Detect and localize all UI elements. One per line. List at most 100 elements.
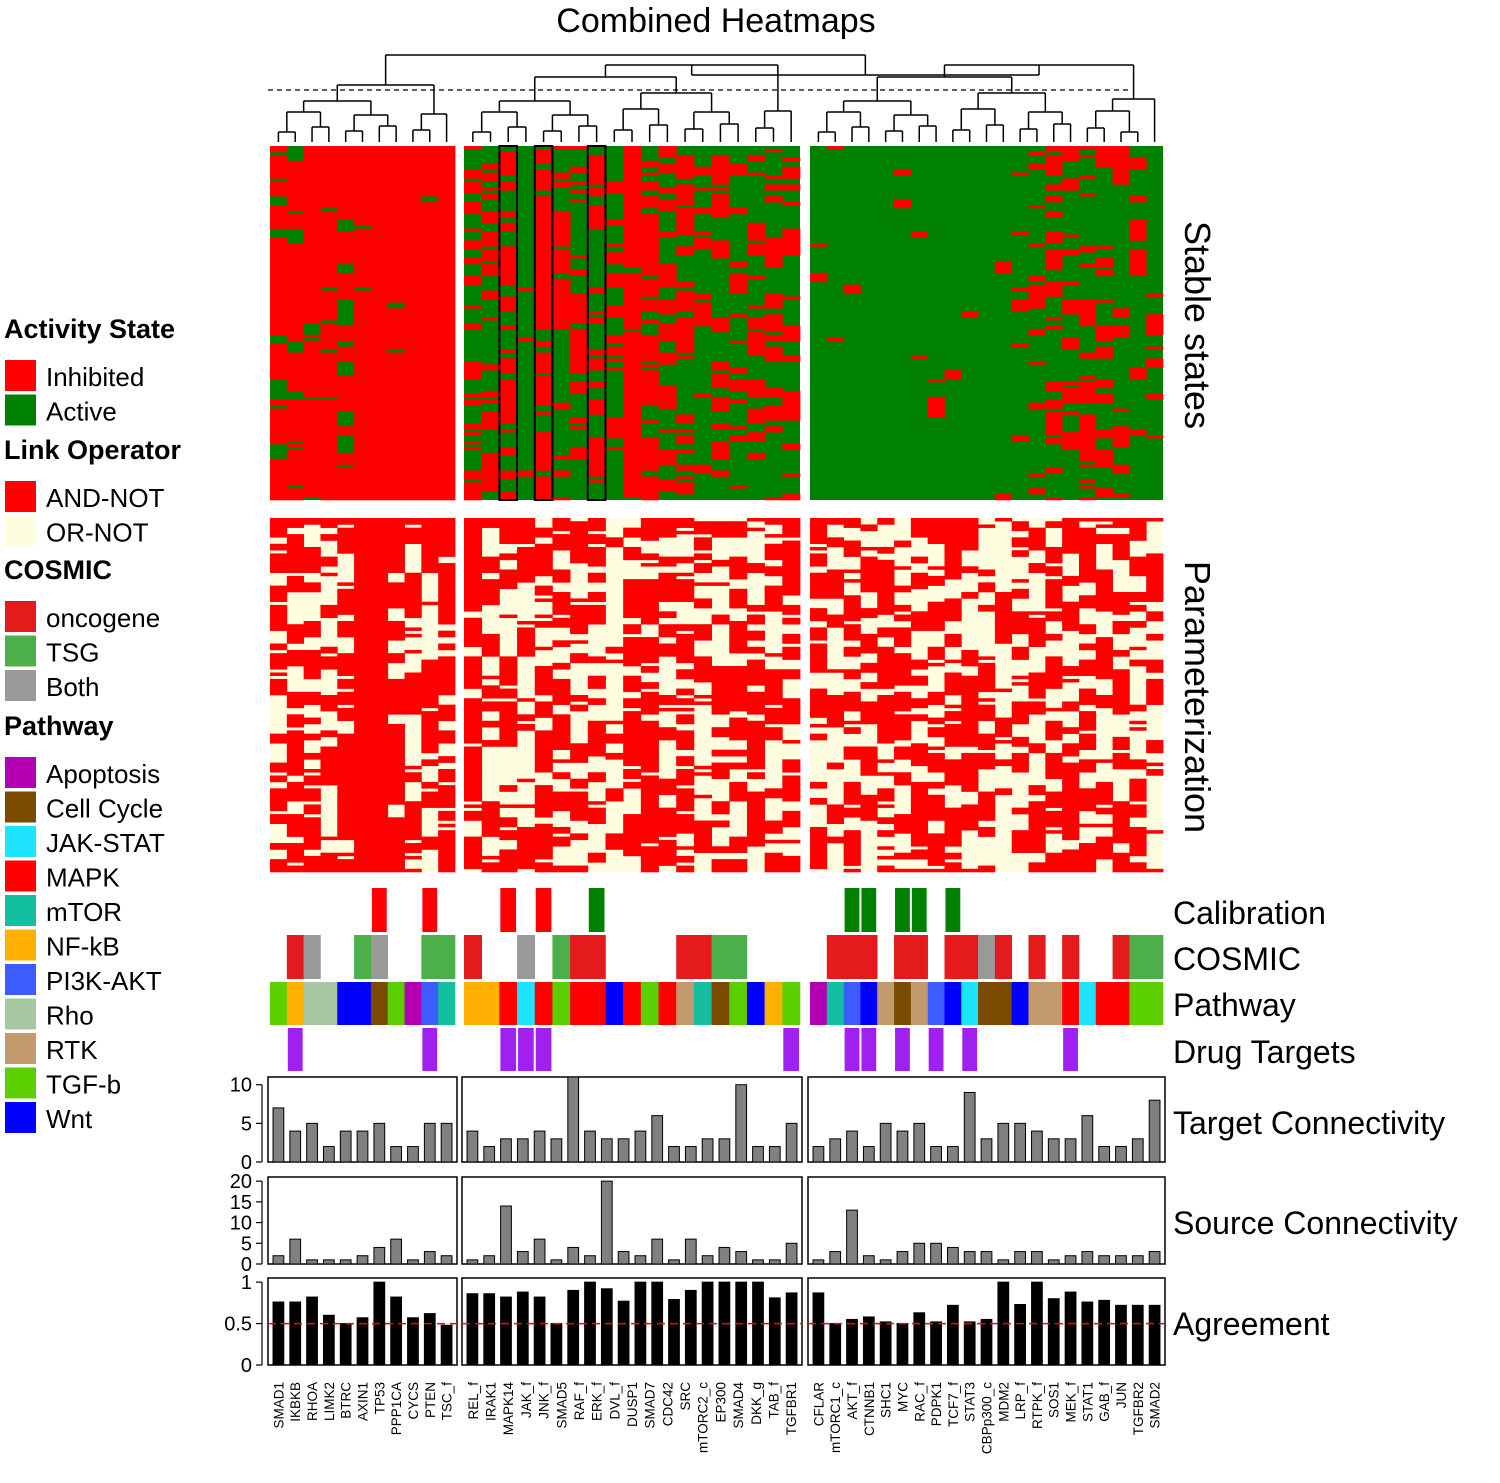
stable-state-cell [270, 287, 288, 294]
parameter-cell [729, 598, 748, 606]
source_connectivity-bar [980, 1251, 993, 1265]
parameter-cell [640, 740, 659, 744]
stable-state-cell [354, 187, 372, 206]
node-label: AKT_f [845, 1382, 860, 1420]
parameterization-heatmap [270, 518, 1164, 873]
stable-state-cell [387, 219, 405, 226]
stable-state-cell [404, 420, 422, 424]
parameter-cell [711, 762, 730, 767]
parameter-cell [1112, 865, 1130, 873]
target_connectivity-bar [356, 1130, 369, 1163]
legend-label: Wnt [46, 1104, 93, 1134]
stable-state-cell [354, 396, 372, 400]
parameter-cell [464, 794, 483, 799]
stable-state-cell [1078, 485, 1097, 489]
stable-state-cell [746, 452, 766, 459]
parameter-cell [1028, 785, 1046, 789]
parameter-cell [860, 527, 878, 532]
stable-state-cell [421, 411, 439, 415]
parameter-cell [438, 646, 456, 651]
parameter-cell [552, 772, 571, 779]
parameter-cell [286, 843, 305, 853]
parameter-cell [764, 592, 783, 612]
parameter-cell [729, 572, 748, 577]
stable-state-cell [387, 346, 405, 350]
parameter-cell [676, 865, 695, 873]
stable-state-cell [354, 243, 372, 247]
node-label: MYC [895, 1382, 910, 1412]
node-label: SOS1 [1047, 1382, 1062, 1418]
parameter-cell [517, 723, 536, 731]
stable-state-cell [605, 219, 624, 226]
stable-state-cell [534, 343, 553, 347]
parameter-cell [1146, 592, 1164, 599]
stable-state-cell [658, 199, 677, 212]
stable-state-cell [270, 399, 288, 403]
stable-state-cell [404, 196, 422, 200]
stable-state-cell [421, 328, 439, 339]
stable-state-cell [927, 396, 945, 418]
target_connectivity-bar [1098, 1146, 1111, 1163]
parameter-cell [286, 588, 305, 593]
stable-state-cell [303, 252, 321, 265]
parameter-cell [810, 546, 828, 551]
parameter-cell [910, 518, 929, 522]
stable-state-cell [764, 355, 783, 362]
parameter-cell [944, 518, 962, 522]
target_connectivity-bar [752, 1146, 764, 1163]
parameter-cell [286, 575, 305, 580]
stable-state-cell [640, 305, 659, 312]
parameter-cell [1078, 727, 1097, 731]
parameter-cell [387, 678, 405, 689]
parameter-cell [464, 836, 483, 841]
stable-state-cell [404, 264, 422, 268]
parameter-cell [337, 788, 355, 802]
pathway-cell-PDPK1 [927, 982, 945, 1025]
parameter-cell [354, 617, 372, 622]
node-label: MEK_f [1064, 1382, 1079, 1423]
parameter-cell [481, 518, 500, 522]
parameter-cell [1045, 685, 1063, 689]
stable-state-cell [552, 264, 571, 271]
stable-state-cell [387, 405, 405, 415]
stable-state-cell [337, 482, 355, 486]
target_connectivity-bar [1031, 1130, 1043, 1163]
target_connectivity-bar [289, 1130, 302, 1163]
parameter-cell [587, 656, 606, 664]
stable-state-cell [320, 146, 338, 150]
parameter-cell [810, 588, 828, 596]
parameter-cell [676, 698, 695, 705]
parameter-cell [1112, 608, 1130, 615]
stable-state-cell [1129, 367, 1147, 380]
agreement-bar [930, 1321, 942, 1366]
parameter-cell [337, 823, 355, 828]
parameter-cell [927, 807, 945, 818]
parameter-cell [1045, 720, 1063, 731]
parameter-cell [370, 817, 389, 825]
parameter-cell [729, 762, 748, 767]
stable-state-cell [337, 352, 355, 362]
stable-state-cell [605, 305, 624, 318]
parameter-cell [320, 604, 338, 609]
parameter-cell [1078, 688, 1097, 705]
parameter-cell [499, 849, 518, 853]
parameter-cell [894, 868, 912, 873]
stable-state-cell [421, 308, 439, 312]
stable-state-cell [464, 373, 483, 380]
parameter-cell [438, 537, 456, 541]
parameter-cell [1078, 546, 1097, 557]
stable-state-cell [570, 181, 589, 185]
parameter-cell [693, 624, 712, 638]
drug-target-cell-PDPK1 [928, 1028, 944, 1071]
stable-state-cell [570, 302, 589, 306]
pathway-cell-RAC_f [910, 982, 928, 1025]
stable-state-cell [764, 497, 783, 501]
target_connectivity-bar [896, 1130, 909, 1163]
stable-state-cell [1078, 435, 1097, 442]
stable-state-cell [782, 166, 801, 179]
stable-state-cell [640, 258, 659, 268]
stable-state-cell [640, 467, 659, 471]
parameter-cell [711, 846, 730, 853]
parameter-cell [1045, 614, 1063, 619]
parameter-cell [370, 791, 389, 799]
